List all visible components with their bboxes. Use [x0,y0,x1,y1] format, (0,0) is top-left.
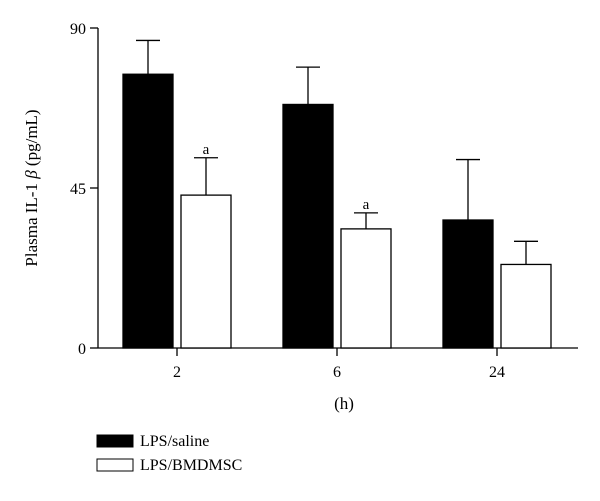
bar-lps-saline-6 [282,103,334,349]
bar-lps-saline-2 [122,73,174,349]
y-axis-label: Plasma IL-1 β (pg/mL) [22,109,41,266]
bar-lps-bmdmsc-6 [340,228,392,349]
bars: aa [122,39,552,349]
x-tick-label: 2 [173,364,181,381]
y-ticks: 0 45 90 [70,21,98,358]
x-tick-label: 6 [333,364,341,381]
x-axis-label: (h) [334,394,354,413]
y-tick-label: 45 [70,181,86,198]
bar-lps-saline-24 [442,219,494,349]
bar-lps-bmdmsc-24 [500,263,552,349]
y-tick-label: 90 [70,21,86,38]
significance-label: a [203,142,210,158]
legend-swatch-lps-bmdmsc [96,458,134,472]
significance-label: a [363,197,370,213]
legend-label-lps-saline: LPS/saline [140,433,209,450]
x-tick-label: 24 [489,364,505,381]
legend-item-lps-bmdmsc: LPS/BMDMSC [96,457,242,474]
legend-label-lps-bmdmsc: LPS/BMDMSC [140,457,242,474]
y-tick-label: 0 [78,341,86,358]
legend: LPS/saline LPS/BMDMSC [96,433,242,474]
axes: 0 45 90 2 6 24 [70,21,578,381]
x-ticks: 2 6 24 [173,348,505,381]
legend-item-lps-saline: LPS/saline [96,433,209,450]
legend-swatch-lps-saline [96,434,134,448]
bar-lps-bmdmsc-2 [180,194,232,349]
